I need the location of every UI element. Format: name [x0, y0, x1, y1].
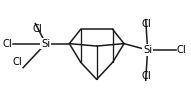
- Text: Cl: Cl: [142, 19, 151, 29]
- Text: Cl: Cl: [142, 71, 151, 81]
- Text: Cl: Cl: [32, 24, 42, 34]
- Text: Cl: Cl: [177, 45, 187, 55]
- Text: Si: Si: [41, 39, 50, 49]
- Text: Cl: Cl: [2, 39, 12, 49]
- Text: Si: Si: [143, 45, 152, 55]
- Text: Cl: Cl: [12, 57, 22, 67]
